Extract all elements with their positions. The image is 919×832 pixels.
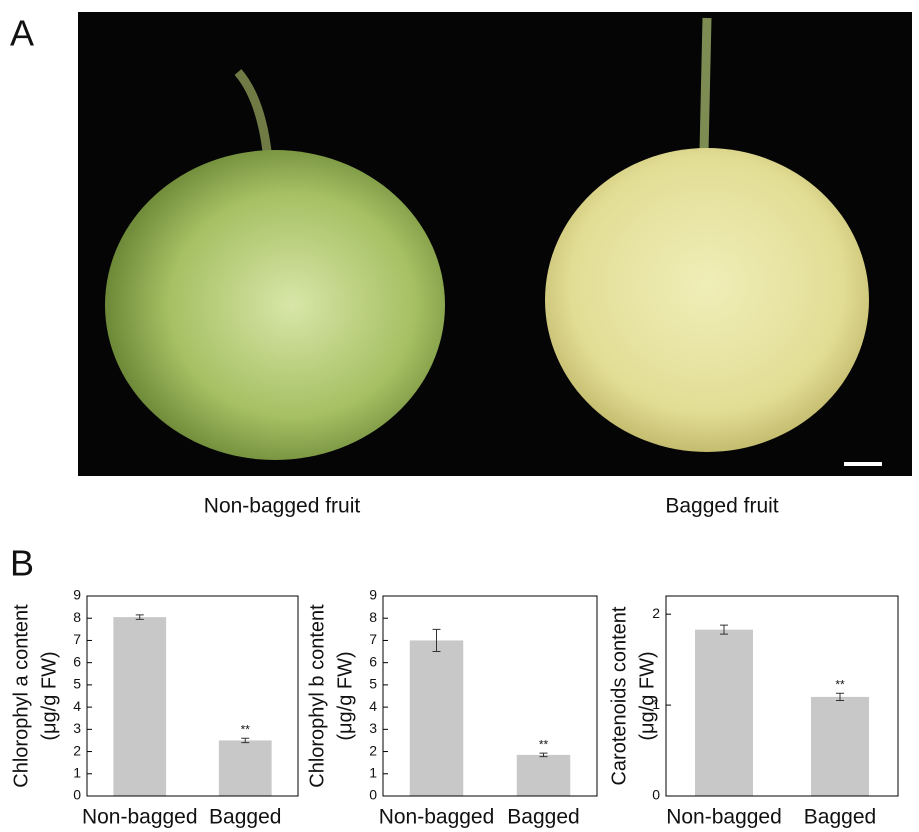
bar — [219, 740, 272, 796]
bar — [410, 640, 464, 796]
y-tick-label: 4 — [73, 698, 81, 714]
y-tick-label: 7 — [369, 631, 377, 647]
y-tick-label: 1 — [73, 764, 81, 780]
significance: ** — [241, 722, 251, 736]
x-tick-label: Non-bagged — [666, 806, 782, 829]
x-tick-label: Bagged — [804, 806, 876, 829]
y-tick-label: 0 — [652, 787, 660, 803]
bar — [811, 697, 869, 796]
y-tick-label: 6 — [73, 653, 81, 669]
y-tick-label: 2 — [652, 605, 660, 621]
significance: ** — [539, 737, 549, 751]
y-tick-label: 4 — [369, 698, 377, 714]
x-tick-label: Non-bagged — [379, 806, 495, 829]
y-tick-label: 9 — [369, 587, 377, 603]
x-tick-label: Bagged — [209, 806, 281, 829]
y-tick-label: 8 — [73, 609, 81, 625]
page: A Non-bagged fruit Bagged fruit B 0 1 2 3 4 5… — [0, 0, 919, 832]
y-tick-label: 7 — [73, 631, 81, 647]
significance: ** — [835, 677, 845, 691]
y-tick-label: 5 — [369, 676, 377, 692]
stem — [704, 18, 707, 152]
bar — [695, 630, 753, 796]
y-tick-label: 0 — [73, 787, 81, 803]
y-tick-label: 9 — [73, 587, 81, 603]
y-axis-label: (μg/g FW) — [636, 651, 658, 740]
panel-label: B — [10, 543, 34, 584]
y-tick-label: 3 — [369, 720, 377, 736]
bar — [517, 755, 571, 796]
y-tick-label: 5 — [73, 676, 81, 692]
y-tick-label: 6 — [369, 653, 377, 669]
y-axis-label: (μg/g FW) — [38, 651, 60, 740]
fruit — [545, 148, 869, 452]
y-tick-label: 1 — [369, 764, 377, 780]
scale-bar — [844, 462, 882, 466]
x-tick-label: Bagged — [507, 806, 579, 829]
y-tick-label: 2 — [369, 742, 377, 758]
y-axis-label: Chlorophyl b content — [306, 604, 328, 788]
bar — [113, 617, 166, 796]
y-tick-label: 2 — [73, 742, 81, 758]
caption: Bagged fruit — [665, 495, 778, 518]
figure: A Non-bagged fruit Bagged fruit B 0 1 2 3 4 5… — [0, 0, 919, 832]
y-tick-label: 8 — [369, 609, 377, 625]
y-axis-label: (μg/g FW) — [334, 651, 356, 740]
panel-label: A — [10, 13, 34, 54]
y-axis-label: Carotenoids content — [608, 606, 630, 785]
caption: Non-bagged fruit — [204, 495, 361, 518]
x-tick-label: Non-bagged — [82, 806, 198, 829]
y-axis-label: Chlorophyl a content — [10, 604, 32, 788]
y-tick-label: 3 — [73, 720, 81, 736]
y-tick-label: 0 — [369, 787, 377, 803]
fruit — [105, 150, 445, 460]
